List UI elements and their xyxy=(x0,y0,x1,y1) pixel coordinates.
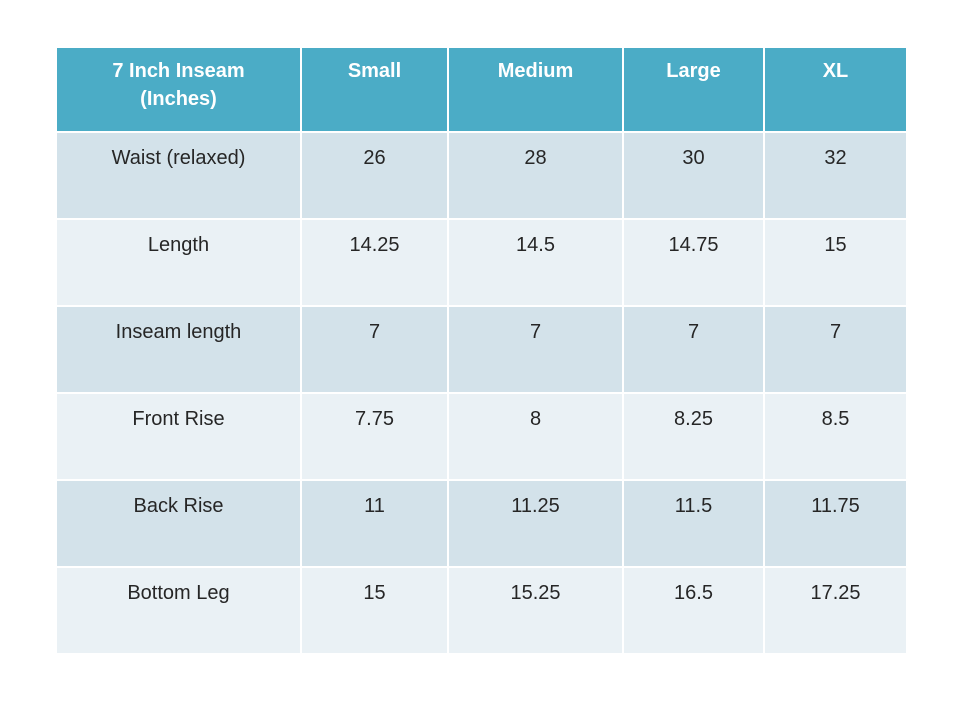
value-cell: 7 xyxy=(300,305,449,394)
value-cell: 7 xyxy=(622,305,765,394)
value-cell: 8 xyxy=(447,392,624,481)
value-cell: 7 xyxy=(763,305,908,394)
value-cell: 7 xyxy=(447,305,624,394)
row-label-cell: Inseam length xyxy=(55,305,302,394)
value-cell: 11 xyxy=(300,479,449,568)
value-cell: 7.75 xyxy=(300,392,449,481)
header-cell-xl: XL xyxy=(763,46,908,133)
row-label-cell: Back Rise xyxy=(55,479,302,568)
value-cell: 8.5 xyxy=(763,392,908,481)
value-cell: 11.5 xyxy=(622,479,765,568)
value-cell: 11.75 xyxy=(763,479,908,568)
row-label-cell: Waist (relaxed) xyxy=(55,131,302,220)
row-label-cell: Front Rise xyxy=(55,392,302,481)
value-cell: 11.25 xyxy=(447,479,624,568)
size-chart-table: 7 Inch Inseam (Inches) Small Medium Larg… xyxy=(55,46,908,655)
value-cell: 14.75 xyxy=(622,218,765,307)
value-cell: 14.5 xyxy=(447,218,624,307)
row-label-cell: Bottom Leg xyxy=(55,566,302,655)
table-row-back-rise: Back Rise 11 11.25 11.5 11.75 xyxy=(55,479,908,568)
value-cell: 8.25 xyxy=(622,392,765,481)
value-cell: 15.25 xyxy=(447,566,624,655)
table-row-bottom-leg: Bottom Leg 15 15.25 16.5 17.25 xyxy=(55,566,908,655)
value-cell: 16.5 xyxy=(622,566,765,655)
header-row: 7 Inch Inseam (Inches) Small Medium Larg… xyxy=(55,46,908,133)
value-cell: 32 xyxy=(763,131,908,220)
table-row-front-rise: Front Rise 7.75 8 8.25 8.5 xyxy=(55,392,908,481)
table-row-waist: Waist (relaxed) 26 28 30 32 xyxy=(55,131,908,220)
value-cell: 30 xyxy=(622,131,765,220)
value-cell: 15 xyxy=(300,566,449,655)
header-cell-medium: Medium xyxy=(447,46,624,133)
row-label-cell: Length xyxy=(55,218,302,307)
value-cell: 26 xyxy=(300,131,449,220)
value-cell: 14.25 xyxy=(300,218,449,307)
corner-header-cell: 7 Inch Inseam (Inches) xyxy=(55,46,302,133)
value-cell: 28 xyxy=(447,131,624,220)
table-row-length: Length 14.25 14.5 14.75 15 xyxy=(55,218,908,307)
header-cell-small: Small xyxy=(300,46,449,133)
value-cell: 17.25 xyxy=(763,566,908,655)
table-row-inseam-length: Inseam length 7 7 7 7 xyxy=(55,305,908,394)
header-cell-large: Large xyxy=(622,46,765,133)
value-cell: 15 xyxy=(763,218,908,307)
